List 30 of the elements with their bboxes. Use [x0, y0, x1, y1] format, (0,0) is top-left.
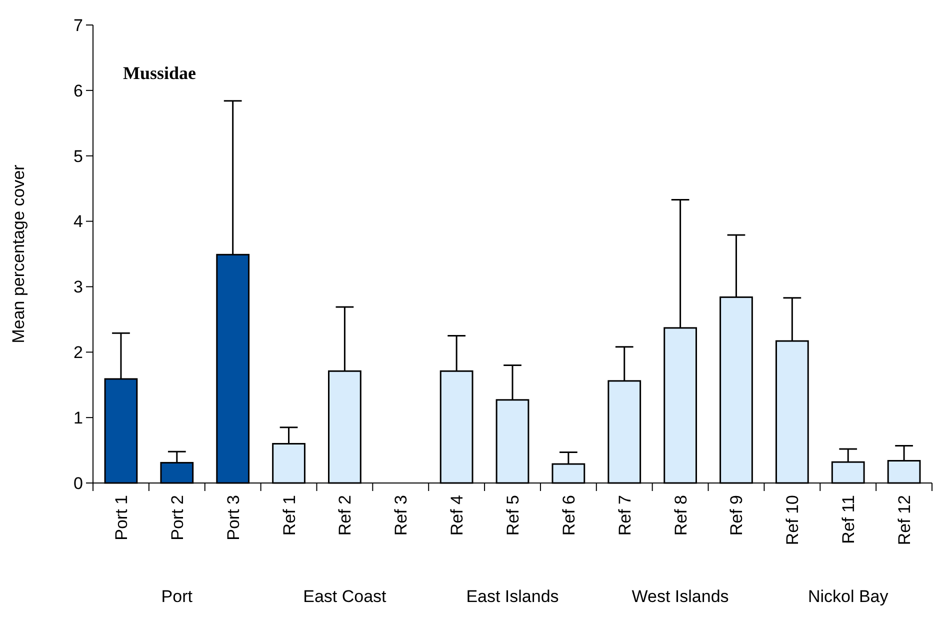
x-tick-label: Port 3	[224, 495, 243, 540]
x-tick-label: Ref 11	[839, 495, 858, 544]
y-tick-label: 5	[74, 146, 83, 166]
x-tick-label: Port 2	[168, 495, 187, 540]
text: East Coast	[303, 587, 387, 606]
text: Nickol Bay	[808, 587, 889, 606]
x-tick-label: Ref 12	[895, 495, 914, 546]
y-tick-label: 0	[74, 474, 83, 493]
text: East Islands	[466, 587, 559, 606]
y-tick-label: 2	[74, 343, 83, 362]
y-tick-label: 3	[74, 278, 83, 297]
text: West Islands	[632, 587, 729, 606]
y-tick-label: 4	[74, 212, 83, 232]
text: Mussidae	[123, 63, 196, 83]
y-tick-label: 6	[74, 81, 83, 100]
x-tick-label: Ref 4	[448, 495, 467, 536]
y-axis-title: Mean percentage cover	[9, 164, 28, 344]
x-tick-label: Ref 3	[392, 495, 411, 536]
x-tick-label: Ref 6	[559, 495, 578, 536]
x-tick-label: Ref 1	[280, 495, 299, 536]
x-tick-label: Ref 8	[671, 495, 690, 536]
x-tick-label: Ref 9	[727, 495, 746, 536]
x-tick-label: Ref 7	[615, 495, 634, 536]
x-tick-label: Port 1	[112, 495, 131, 540]
x-tick-label: Ref 2	[336, 495, 355, 536]
x-tick-label: Ref 10	[783, 495, 802, 546]
x-tick-label: Ref 5	[504, 495, 522, 536]
y-tick-label: 1	[74, 408, 83, 428]
y-tick-label: 7	[74, 16, 83, 35]
text: Port	[161, 587, 193, 606]
